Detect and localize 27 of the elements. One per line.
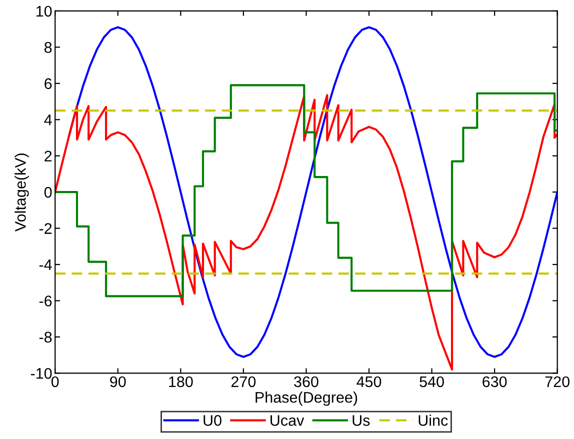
line-series xyxy=(55,94,558,371)
y-tick-label: 8 xyxy=(44,42,52,53)
x-tick-label: 720 xyxy=(545,376,570,388)
y-tick-label: -6 xyxy=(39,296,52,306)
y-tick-label: 2 xyxy=(44,150,52,162)
x-tick-label: 540 xyxy=(420,376,444,388)
legend-label: Us xyxy=(352,415,370,426)
legend-label: Ucav xyxy=(270,415,304,426)
x-tick-label: 630 xyxy=(482,376,507,388)
x-tick-label: 450 xyxy=(356,376,382,388)
x-tick-label: 360 xyxy=(294,376,318,388)
y-tick-label: 4 xyxy=(44,114,52,126)
x-tick-label: 180 xyxy=(169,376,193,388)
line-series xyxy=(55,84,558,298)
y-tick-label: 0 xyxy=(44,186,52,198)
y-tick-label: -8 xyxy=(39,332,52,343)
y-tick-label: -2 xyxy=(39,223,52,234)
y-tick-label: 6 xyxy=(44,78,52,90)
x-axis-title: Phase(Degree) xyxy=(256,392,358,406)
y-tick-label: 10 xyxy=(36,6,52,17)
legend-label: U0 xyxy=(204,415,222,426)
x-tick-label: 270 xyxy=(231,376,256,388)
x-tick-label: 90 xyxy=(110,376,126,388)
y-tick-label: -10 xyxy=(30,368,52,379)
y-tick-label: -4 xyxy=(39,260,52,270)
legend-label: Uinc xyxy=(418,414,448,426)
y-axis-title: Voltage(kV) xyxy=(14,154,29,232)
